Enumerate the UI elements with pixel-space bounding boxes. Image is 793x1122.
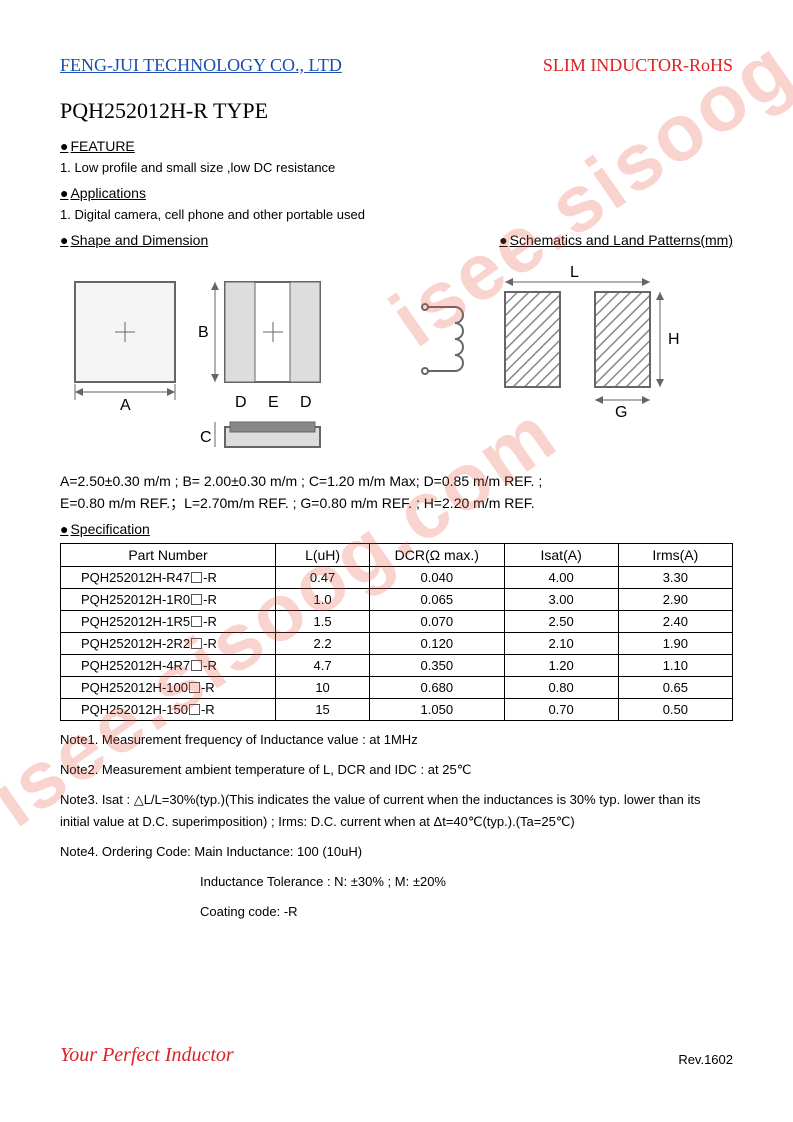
- table-cell: 0.065: [370, 588, 504, 610]
- table-header: L(uH): [276, 543, 370, 566]
- table-cell: 0.47: [276, 566, 370, 588]
- table-cell: 0.80: [504, 676, 618, 698]
- note-3: Note3. Isat : △L/L=30%(typ.)(This indica…: [60, 789, 733, 833]
- table-cell: 0.70: [504, 698, 618, 720]
- table-row: PQH252012H-150-R151.0500.700.50: [61, 698, 733, 720]
- feature-item: 1. Low profile and small size ,low DC re…: [60, 160, 733, 175]
- table-cell: 2.2: [276, 632, 370, 654]
- note-1: Note1. Measurement frequency of Inductan…: [60, 729, 733, 751]
- section-label: Schematics and Land Patterns(mm): [510, 232, 733, 248]
- table-cell: 1.5: [276, 610, 370, 632]
- company-link[interactable]: FENG-JUI TECHNOLOGY CO., LTD: [60, 55, 342, 76]
- dim-label-d: D: [235, 394, 247, 411]
- table-row: PQH252012H-100-R100.6800.800.65: [61, 676, 733, 698]
- table-cell: 0.120: [370, 632, 504, 654]
- table-cell: PQH252012H-150-R: [61, 698, 276, 720]
- section-specification: Specification: [60, 521, 733, 537]
- table-cell: 2.90: [618, 588, 732, 610]
- dimensions-text: A=2.50±0.30 m/m ; B= 2.00±0.30 m/m ; C=1…: [60, 470, 733, 515]
- dim-line-2: E=0.80 m/m REF.；L=2.70m/m REF. ; G=0.80 …: [60, 492, 733, 514]
- table-cell: 1.20: [504, 654, 618, 676]
- table-cell: 1.90: [618, 632, 732, 654]
- note-4c: Coating code: -R: [200, 901, 733, 923]
- note-4b: Inductance Tolerance : N: ±30% ; M: ±20%: [200, 871, 733, 893]
- dim-label-g: G: [615, 404, 627, 421]
- header: FENG-JUI TECHNOLOGY CO., LTD SLIM INDUCT…: [60, 55, 733, 76]
- applications-item: 1. Digital camera, cell phone and other …: [60, 207, 733, 222]
- table-cell: PQH252012H-1R0-R: [61, 588, 276, 610]
- dim-label-h: H: [668, 331, 680, 348]
- note-2: Note2. Measurement ambient temperature o…: [60, 759, 733, 781]
- dim-label-e: E: [268, 394, 279, 411]
- dim-label-b: B: [198, 324, 209, 341]
- section-applications: Applications: [60, 185, 733, 201]
- table-cell: 1.050: [370, 698, 504, 720]
- note-4a: Note4. Ordering Code: Main Inductance: 1…: [60, 841, 733, 863]
- dimension-diagram: A B D E D C L: [60, 262, 740, 462]
- table-cell: 1.10: [618, 654, 732, 676]
- table-cell: 0.50: [618, 698, 732, 720]
- dim-line-1: A=2.50±0.30 m/m ; B= 2.00±0.30 m/m ; C=1…: [60, 470, 733, 492]
- table-row: PQH252012H-R47-R0.470.0404.003.30: [61, 566, 733, 588]
- table-cell: 0.65: [618, 676, 732, 698]
- dim-label-c: C: [200, 429, 212, 446]
- section-feature: FEATURE: [60, 138, 733, 154]
- section-label: Specification: [70, 521, 149, 537]
- table-cell: 10: [276, 676, 370, 698]
- section-label: Shape and Dimension: [70, 232, 208, 248]
- table-header: Irms(A): [618, 543, 732, 566]
- table-cell: 3.00: [504, 588, 618, 610]
- spec-table: Part NumberL(uH)DCR(Ω max.)Isat(A)Irms(A…: [60, 543, 733, 721]
- table-cell: PQH252012H-1R5-R: [61, 610, 276, 632]
- table-cell: 3.30: [618, 566, 732, 588]
- section-schematics: Schematics and Land Patterns(mm): [499, 232, 733, 248]
- table-cell: 0.680: [370, 676, 504, 698]
- table-header: Part Number: [61, 543, 276, 566]
- page-title: PQH252012H-R TYPE: [60, 98, 733, 124]
- table-cell: 4.7: [276, 654, 370, 676]
- table-row: PQH252012H-4R7-R4.70.3501.201.10: [61, 654, 733, 676]
- table-cell: 2.10: [504, 632, 618, 654]
- dim-label-d2: D: [300, 394, 312, 411]
- table-header: Isat(A): [504, 543, 618, 566]
- revision: Rev.1602: [678, 1052, 733, 1067]
- table-header: DCR(Ω max.): [370, 543, 504, 566]
- table-row: PQH252012H-2R2-R2.20.1202.101.90: [61, 632, 733, 654]
- slogan: Your Perfect Inductor: [60, 1044, 234, 1067]
- table-cell: 0.070: [370, 610, 504, 632]
- table-cell: 2.50: [504, 610, 618, 632]
- table-cell: PQH252012H-R47-R: [61, 566, 276, 588]
- product-type: SLIM INDUCTOR-RoHS: [543, 55, 733, 76]
- table-row: PQH252012H-1R5-R1.50.0702.502.40: [61, 610, 733, 632]
- dim-label-l: L: [570, 264, 579, 281]
- footer: Your Perfect Inductor Rev.1602: [60, 1044, 733, 1067]
- table-cell: PQH252012H-4R7-R: [61, 654, 276, 676]
- table-cell: PQH252012H-2R2-R: [61, 632, 276, 654]
- dim-label-a: A: [120, 397, 131, 414]
- section-label: Applications: [70, 185, 146, 201]
- section-label: FEATURE: [70, 138, 134, 154]
- section-shape: Shape and Dimension: [60, 232, 208, 248]
- table-cell: 15: [276, 698, 370, 720]
- diagram-area: A B D E D C L: [60, 262, 733, 462]
- table-cell: PQH252012H-100-R: [61, 676, 276, 698]
- table-row: PQH252012H-1R0-R1.00.0653.002.90: [61, 588, 733, 610]
- table-cell: 4.00: [504, 566, 618, 588]
- table-cell: 2.40: [618, 610, 732, 632]
- table-cell: 1.0: [276, 588, 370, 610]
- table-cell: 0.350: [370, 654, 504, 676]
- table-cell: 0.040: [370, 566, 504, 588]
